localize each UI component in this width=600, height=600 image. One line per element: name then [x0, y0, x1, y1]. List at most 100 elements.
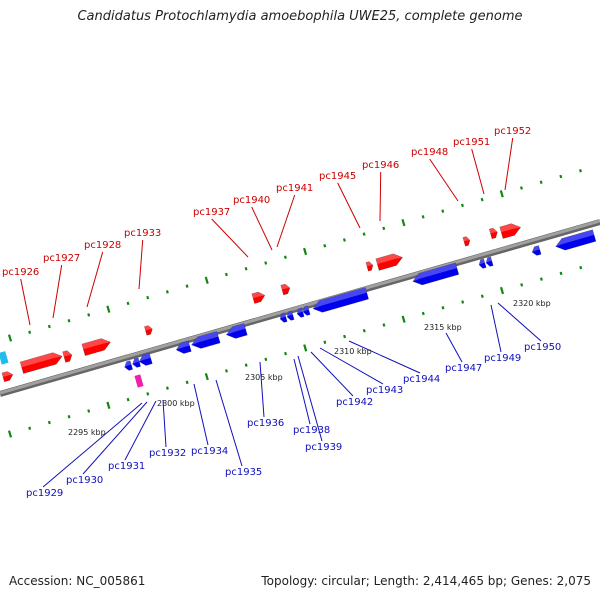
reverse-gene-leader	[162, 399, 167, 448]
forward-gene-arrow	[144, 325, 153, 336]
magenta-feature	[134, 374, 144, 388]
reverse-gene-label: pc1935	[225, 467, 262, 478]
minor-tick	[264, 261, 268, 265]
lower-tick-track	[7, 265, 583, 438]
reverse-gene-leader	[215, 379, 243, 467]
forward-gene-leader	[276, 194, 296, 248]
forward-gene-arrow	[251, 291, 266, 304]
forward-gene-leader	[86, 251, 104, 308]
forward-gene-leader	[251, 206, 273, 251]
scale-label: 2315 kbp	[424, 323, 462, 332]
minor-tick	[579, 168, 582, 173]
minor-tick	[480, 197, 484, 202]
minor-tick	[225, 369, 228, 373]
minor-tick	[146, 295, 150, 300]
minor-tick	[165, 386, 169, 390]
reverse-gene-label: pc1931	[108, 461, 145, 472]
minor-tick	[323, 340, 327, 344]
minor-tick	[480, 294, 484, 299]
genome-title: Candidatus Protochlamydia amoebophila UW…	[77, 9, 523, 24]
major-tick	[401, 315, 406, 323]
minor-tick	[165, 290, 169, 294]
reverse-gene-arrow	[485, 256, 494, 267]
major-tick	[106, 305, 111, 313]
forward-gene-label: pc1951	[453, 137, 490, 148]
accession-text: Accession: NC_005861	[9, 574, 146, 588]
minor-tick	[421, 311, 425, 316]
forward-gene-arrow	[462, 236, 471, 247]
reverse-gene-arrow	[412, 262, 460, 286]
minor-tick	[244, 267, 248, 271]
minor-tick	[362, 328, 366, 333]
reverse-gene-label: pc1950	[524, 342, 561, 353]
reverse-gene-leader	[259, 361, 265, 418]
reverse-gene-leader	[42, 402, 143, 488]
major-tick	[204, 372, 209, 381]
scale-label: 2305 kbp	[245, 373, 283, 382]
minor-tick	[520, 283, 524, 287]
forward-gene-leader	[138, 239, 144, 290]
minor-tick	[519, 186, 523, 190]
reverse-gene-label: pc1938	[293, 425, 330, 436]
reverse-gene-arrow	[531, 245, 542, 256]
minor-tick	[126, 397, 130, 402]
reverse-gene-label: pc1936	[247, 418, 284, 429]
major-tick	[303, 344, 308, 352]
major-tick	[499, 190, 504, 198]
scale-label: 2310 kbp	[334, 347, 372, 356]
forward-gene-label: pc1926	[2, 267, 39, 278]
forward-gene-label: pc1946	[362, 160, 399, 171]
reverse-gene-arrow	[191, 331, 221, 349]
minor-tick	[461, 300, 465, 304]
minor-tick	[28, 426, 32, 431]
forward-gene-arrow	[280, 283, 291, 296]
major-tick	[499, 286, 505, 295]
reverse-gene-label: pc1932	[149, 448, 186, 459]
forward-gene-arrow	[19, 352, 63, 374]
reverse-gene-label: pc1947	[445, 363, 482, 374]
minor-tick	[126, 301, 130, 306]
reverse-gene-arrow	[138, 352, 153, 366]
minor-tick	[284, 351, 288, 356]
minor-tick	[146, 392, 150, 396]
reverse-gene-arrow	[175, 340, 192, 354]
backbone-group	[0, 219, 600, 397]
reverse-gene-label: pc1930	[66, 475, 103, 486]
minor-tick	[421, 215, 425, 219]
reverse-gene-leader	[124, 400, 157, 461]
reverse-gene-label: pc1934	[191, 446, 228, 457]
reverse-gene-label: pc1944	[403, 374, 440, 385]
minor-tick	[264, 357, 268, 362]
forward-gene-arrow	[62, 350, 73, 363]
minor-tick	[87, 313, 91, 317]
reverse-gene-label: pc1949	[484, 353, 521, 364]
minor-tick	[185, 284, 189, 288]
minor-tick	[67, 415, 71, 419]
minor-tick	[362, 232, 366, 236]
forward-gene-leader	[52, 264, 63, 319]
forward-gene-arrow	[365, 261, 374, 272]
reverse-gene-arrow	[132, 357, 141, 368]
genome-summary-text: Topology: circular; Length: 2,414,465 bp…	[261, 574, 591, 588]
reverse-gene-leader	[348, 340, 421, 374]
reverse-gene-leader	[319, 347, 384, 385]
minor-tick	[323, 243, 327, 248]
reverse-gene-arrow	[286, 310, 295, 321]
reverse-gene-arrow	[555, 229, 597, 251]
reverse-gene-leader	[497, 302, 542, 342]
backbone-line	[0, 219, 600, 395]
minor-tick	[47, 324, 51, 329]
major-tick	[7, 334, 13, 342]
major-tick	[106, 401, 111, 409]
minor-tick	[283, 255, 287, 259]
minor-tick	[47, 420, 51, 425]
forward-gene-arrow	[375, 253, 403, 271]
forward-gene-label: pc1945	[319, 171, 356, 182]
minor-tick	[539, 180, 543, 185]
major-tick	[7, 430, 13, 438]
minor-tick	[244, 363, 248, 367]
forward-gene-leader	[379, 171, 382, 222]
forward-gene-label: pc1927	[43, 253, 80, 264]
minor-tick	[87, 409, 91, 413]
minor-tick	[539, 277, 543, 281]
